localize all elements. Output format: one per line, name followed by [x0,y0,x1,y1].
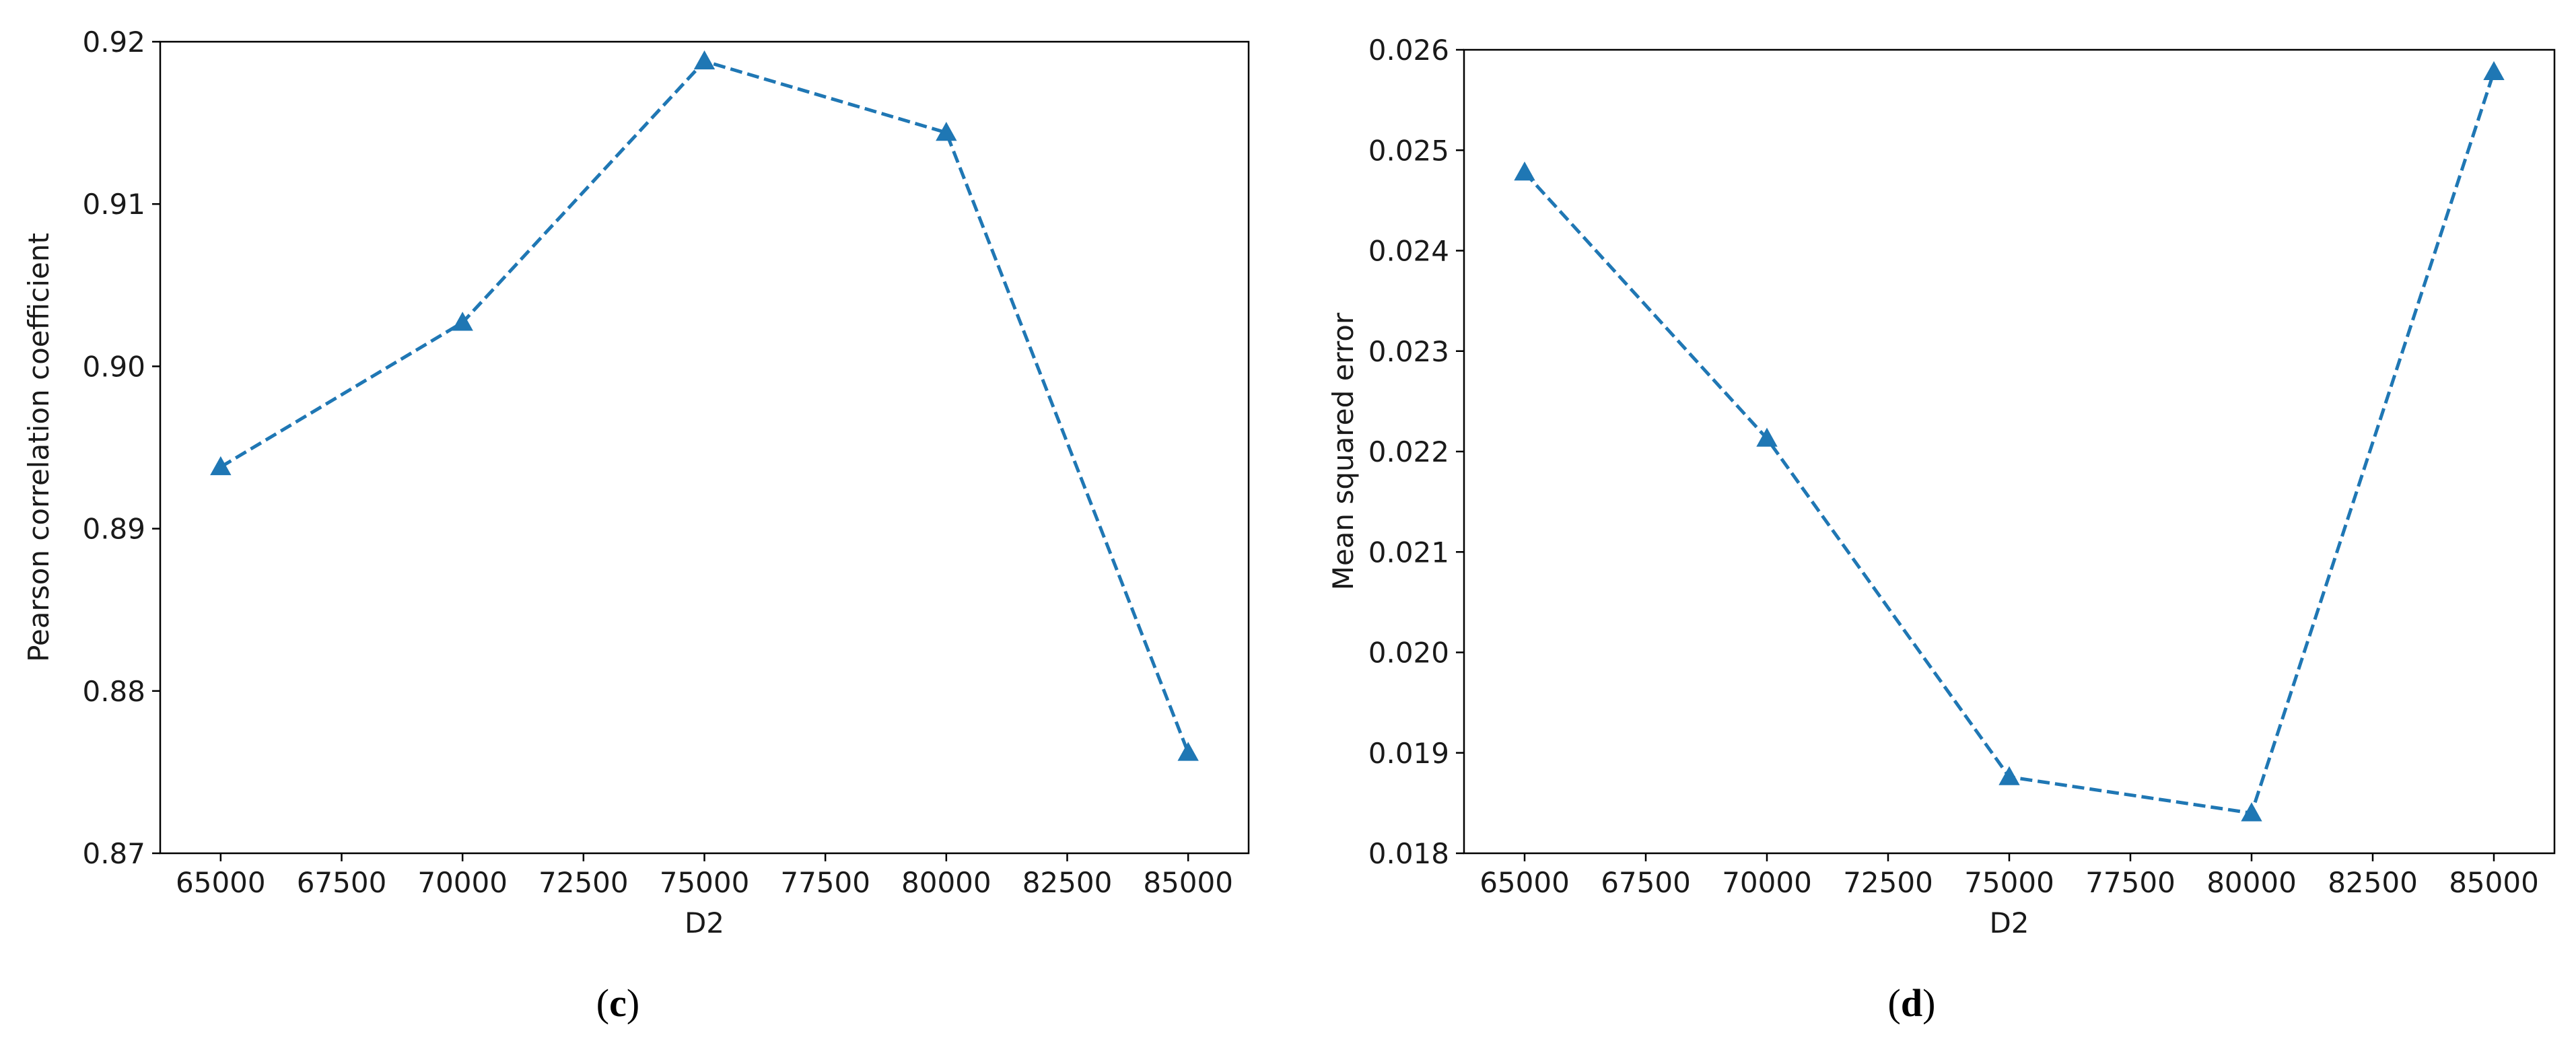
x-tick-label: 82500 [2328,866,2418,899]
y-tick-label: 0.92 [82,26,145,59]
chart-c: 65000 67500 70000 72500 75000 77500 80000 82500… [22,26,1250,1025]
y-axis-label: Pearson correlation coefficient [22,233,55,662]
data-point-marker [1756,427,1778,447]
x-tick-label: 67500 [1601,866,1691,899]
data-point-marker [452,312,473,331]
x-tick-label: 72500 [1843,866,1933,899]
data-point-marker [2241,802,2262,822]
series-line [1523,71,2496,816]
x-tick-label: 82500 [1022,866,1113,899]
y-tick-label: 0.87 [82,837,145,870]
y-tick-label: 0.025 [1368,134,1449,167]
x-tick-label: 70000 [1722,866,1812,899]
panel-caption: (c) [596,981,639,1025]
y-tick-label: 0.018 [1368,837,1449,870]
y-tick-label: 0.019 [1368,737,1449,770]
panel-label: c [609,981,627,1025]
y-tick-label: 0.024 [1368,235,1449,268]
y-axis-label: Mean squared error [1327,312,1360,590]
x-tick-label: 75000 [1964,866,2054,899]
x-tick-label: 77500 [780,866,870,899]
y-tick-label: 0.026 [1368,34,1449,67]
plot-frame [1463,48,2556,855]
y-tick-label: 0.91 [82,188,145,221]
panel-label: d [1901,981,1922,1025]
chart-d: 65000 67500 70000 72500 75000 77500 80000 82500… [1327,34,2556,1025]
x-tick-label: 70000 [417,866,508,899]
x-axis-label: D2 [1989,906,2029,939]
data-point-marker [693,50,716,70]
data-point-marker [1998,766,2020,785]
x-tick-label: 72500 [538,866,629,899]
series-line [219,59,1190,754]
x-tick-label: 65000 [176,866,266,899]
y-tick-label: 0.89 [82,513,145,546]
x-tick-label: 80000 [2206,866,2297,899]
plot-frame [159,40,1250,855]
y-tick-label: 0.88 [82,675,145,708]
panel-caption: (d) [1888,981,1936,1025]
x-tick-label: 85000 [2449,866,2539,899]
x-tick-label: 67500 [297,866,387,899]
y-tick-label: 0.023 [1368,335,1449,368]
y-tick-label: 0.021 [1368,536,1449,569]
y-tick-label: 0.90 [82,350,145,383]
x-tick-label: 65000 [1480,866,1570,899]
x-tick-label: 85000 [1143,866,1233,899]
x-tick-label: 75000 [660,866,750,899]
x-tick-label: 80000 [901,866,991,899]
data-point-marker [936,122,957,141]
data-point-marker [1514,162,1535,181]
data-point-marker [2483,61,2505,81]
data-point-marker [1177,742,1199,761]
x-axis-label: D2 [685,906,724,939]
y-tick-label: 0.020 [1368,637,1449,670]
data-point-marker [210,456,232,476]
y-tick-label: 0.022 [1368,435,1449,468]
x-tick-label: 77500 [2085,866,2175,899]
